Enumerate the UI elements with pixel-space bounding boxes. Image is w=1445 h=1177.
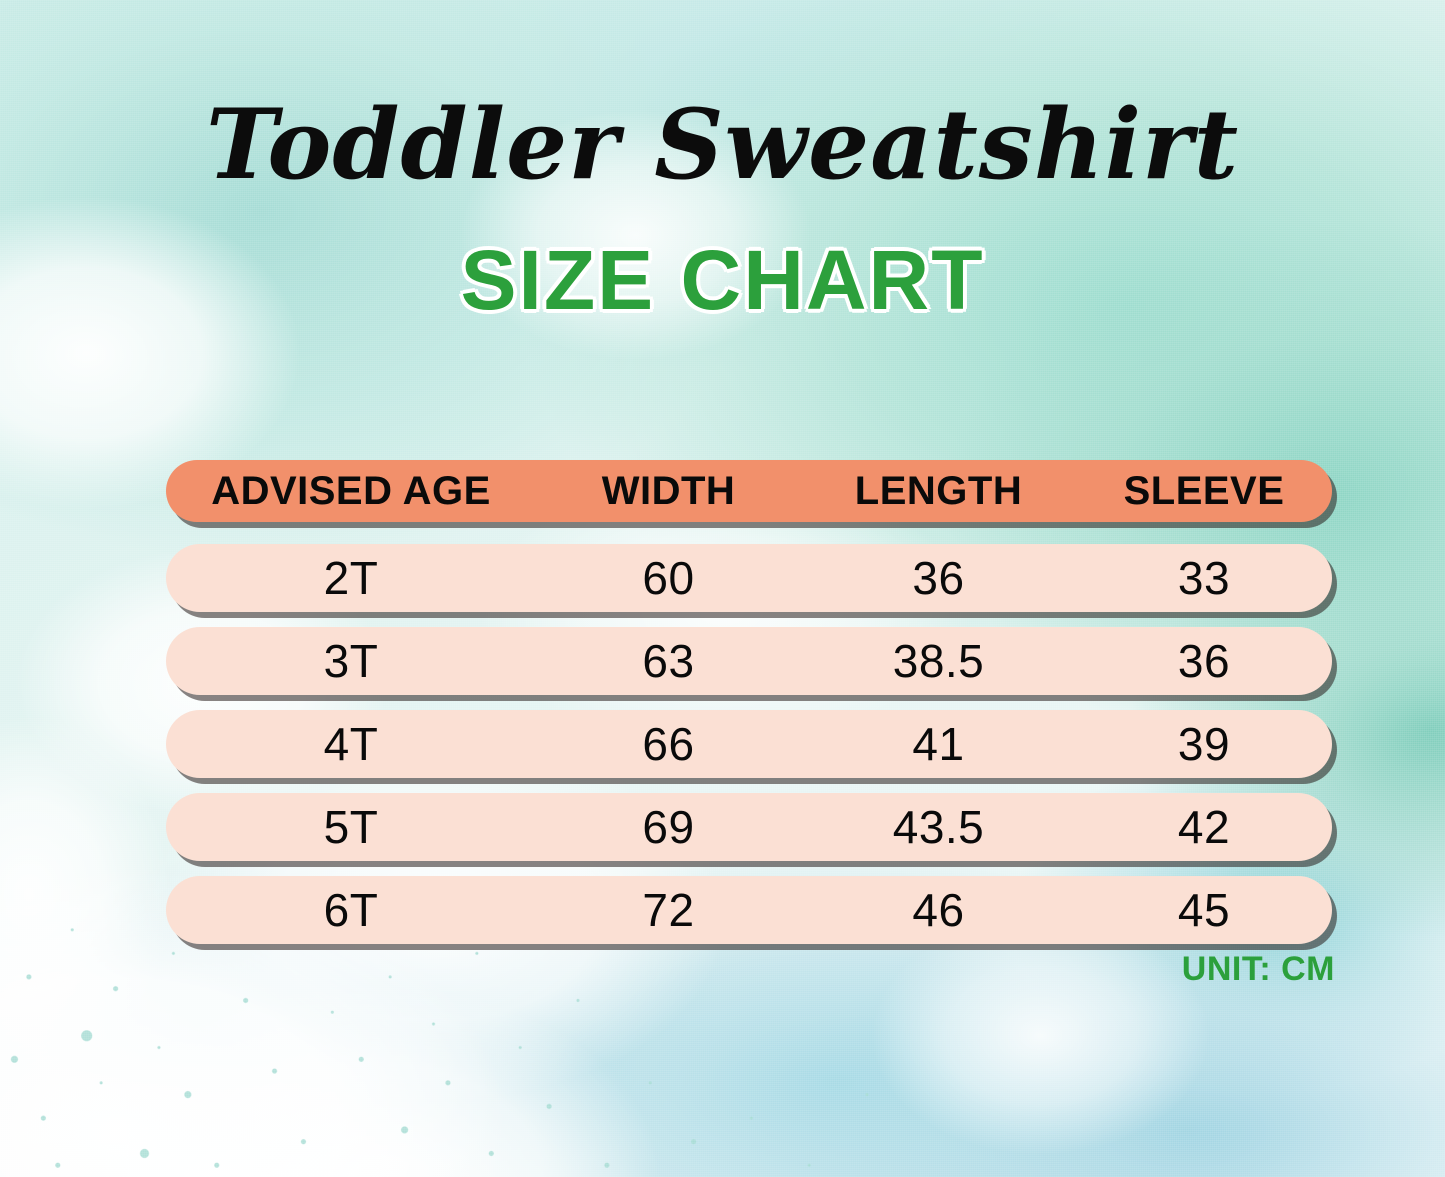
table-row: 6T 72 46 45 — [166, 876, 1332, 944]
page-title: Toddler Sweatshirt — [205, 88, 1240, 201]
column-header-length: LENGTH — [854, 468, 1023, 513]
cell-sleeve: 36 — [1177, 635, 1231, 687]
cell-length: 43.5 — [892, 801, 985, 853]
cell-advised-age: 2T — [323, 552, 379, 604]
cell-sleeve: 42 — [1177, 801, 1231, 853]
cell-advised-age: 5T — [323, 801, 379, 853]
unit-label: UNIT: CM — [1181, 950, 1335, 988]
cell-length: 36 — [912, 552, 965, 604]
column-header-advised-age: ADVISED AGE — [211, 468, 491, 513]
cell-advised-age: 6T — [323, 884, 379, 936]
table-row: 4T 66 41 39 — [166, 710, 1332, 778]
size-chart-heading: SIZE CHART — [460, 232, 985, 327]
table-row: 2T 60 36 33 — [166, 544, 1332, 612]
cell-length: 46 — [912, 884, 965, 936]
table-row: 5T 69 43.5 42 — [166, 793, 1332, 861]
cell-advised-age: 3T — [323, 635, 379, 687]
column-header-sleeve: SLEEVE — [1123, 468, 1285, 513]
size-chart-table: ADVISED AGE WIDTH LENGTH SLEEVE 2T 60 36… — [166, 460, 1332, 944]
heading-block: Toddler Sweatshirt SIZE CHART — [0, 88, 1445, 327]
cell-width: 72 — [642, 884, 695, 936]
cell-sleeve: 39 — [1177, 718, 1231, 770]
cell-length: 41 — [912, 718, 965, 770]
cell-width: 69 — [642, 801, 695, 853]
cell-advised-age: 4T — [323, 718, 379, 770]
column-header-width: WIDTH — [601, 468, 736, 513]
cell-sleeve: 45 — [1177, 884, 1231, 936]
cell-width: 63 — [642, 635, 695, 687]
table-header-row: ADVISED AGE WIDTH LENGTH SLEEVE — [166, 460, 1332, 522]
cell-length: 38.5 — [892, 635, 985, 687]
table-row: 3T 63 38.5 36 — [166, 627, 1332, 695]
cell-sleeve: 33 — [1177, 552, 1231, 604]
cell-width: 66 — [642, 718, 695, 770]
cell-width: 60 — [642, 552, 695, 604]
